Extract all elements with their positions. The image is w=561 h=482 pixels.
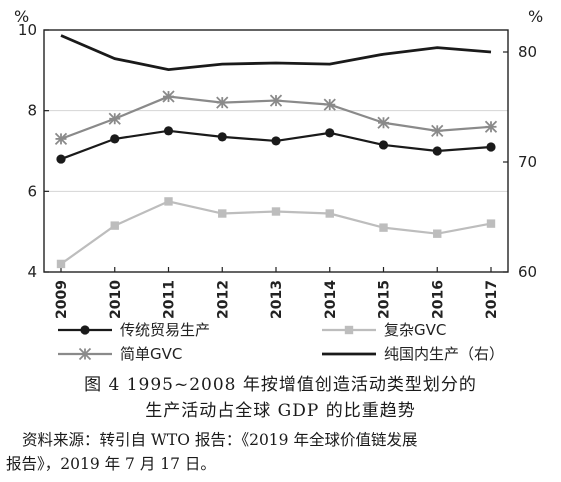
data-point [486,142,496,152]
x-tick-label: 2010 [108,280,124,319]
legend-label: 简单GVC [120,345,182,363]
x-tick-label: 2017 [484,280,500,319]
left-tick-label: 8 [27,102,37,120]
legend-item: 纯国内生产（右） [322,345,504,363]
data-point [218,209,227,218]
data-point [80,325,90,335]
x-tick-label: 2012 [215,280,231,319]
right-tick-label: 70 [518,153,537,171]
series-4 [60,34,492,72]
source-note-line-2: 报告》，2019 年 7 月 17 日。 [6,455,216,473]
legend-label: 纯国内生产（右） [384,345,504,363]
legend-item: 传统贸易生产 [58,321,210,339]
left-tick-label: 10 [18,21,37,39]
figure-caption-line-2: 生产活动占全球 GDP 的比重趋势 [145,401,416,421]
data-point [110,221,119,230]
x-tick-label: 2009 [54,280,70,319]
data-point [110,134,120,144]
chart: 4 6 8 10% 60 70 80% 2009 2010 2011 2012 2013 2014 201… [14,7,543,363]
series-2 [56,197,496,269]
right-axis-unit: % [528,7,543,26]
data-point [432,146,442,156]
figure-caption-line-1: 图 4 1995~2008 年按增值创造活动类型划分的 [84,375,477,395]
legend-label: 复杂GVC [384,321,446,339]
right-tick-label: 80 [518,43,537,61]
data-point [164,197,173,206]
x-tick-label: 2016 [430,280,446,319]
legend-item: 简单GVC [58,345,182,363]
x-tick-label: 2013 [269,280,285,319]
legend-label: 传统贸易生产 [120,321,210,339]
data-point [486,219,496,228]
x-tick-label: 2011 [162,280,178,319]
source-note-line-1: 资料来源：转引自 WTO 报告：《2019 年全球价值链发展 [22,431,418,449]
data-point [56,259,66,269]
data-point [163,126,174,136]
x-tick-label: 2014 [323,280,339,319]
series-line [60,34,492,72]
right-tick-label: 60 [518,263,537,281]
series-3 [54,90,498,146]
data-point [217,132,227,142]
data-point [325,209,334,218]
data-point [271,136,281,146]
legend-item: 复杂GVC [322,321,446,339]
data-point [379,223,388,232]
x-tick-label: 2015 [377,280,393,319]
data-point [56,154,66,164]
series-1 [56,126,496,164]
data-point [271,207,281,216]
data-point [433,229,442,238]
left-axis-unit: % [14,7,29,26]
data-point [344,325,354,335]
data-point [325,128,335,138]
left-tick-label: 4 [27,263,37,281]
data-point [378,140,389,150]
left-tick-label: 6 [27,182,37,200]
